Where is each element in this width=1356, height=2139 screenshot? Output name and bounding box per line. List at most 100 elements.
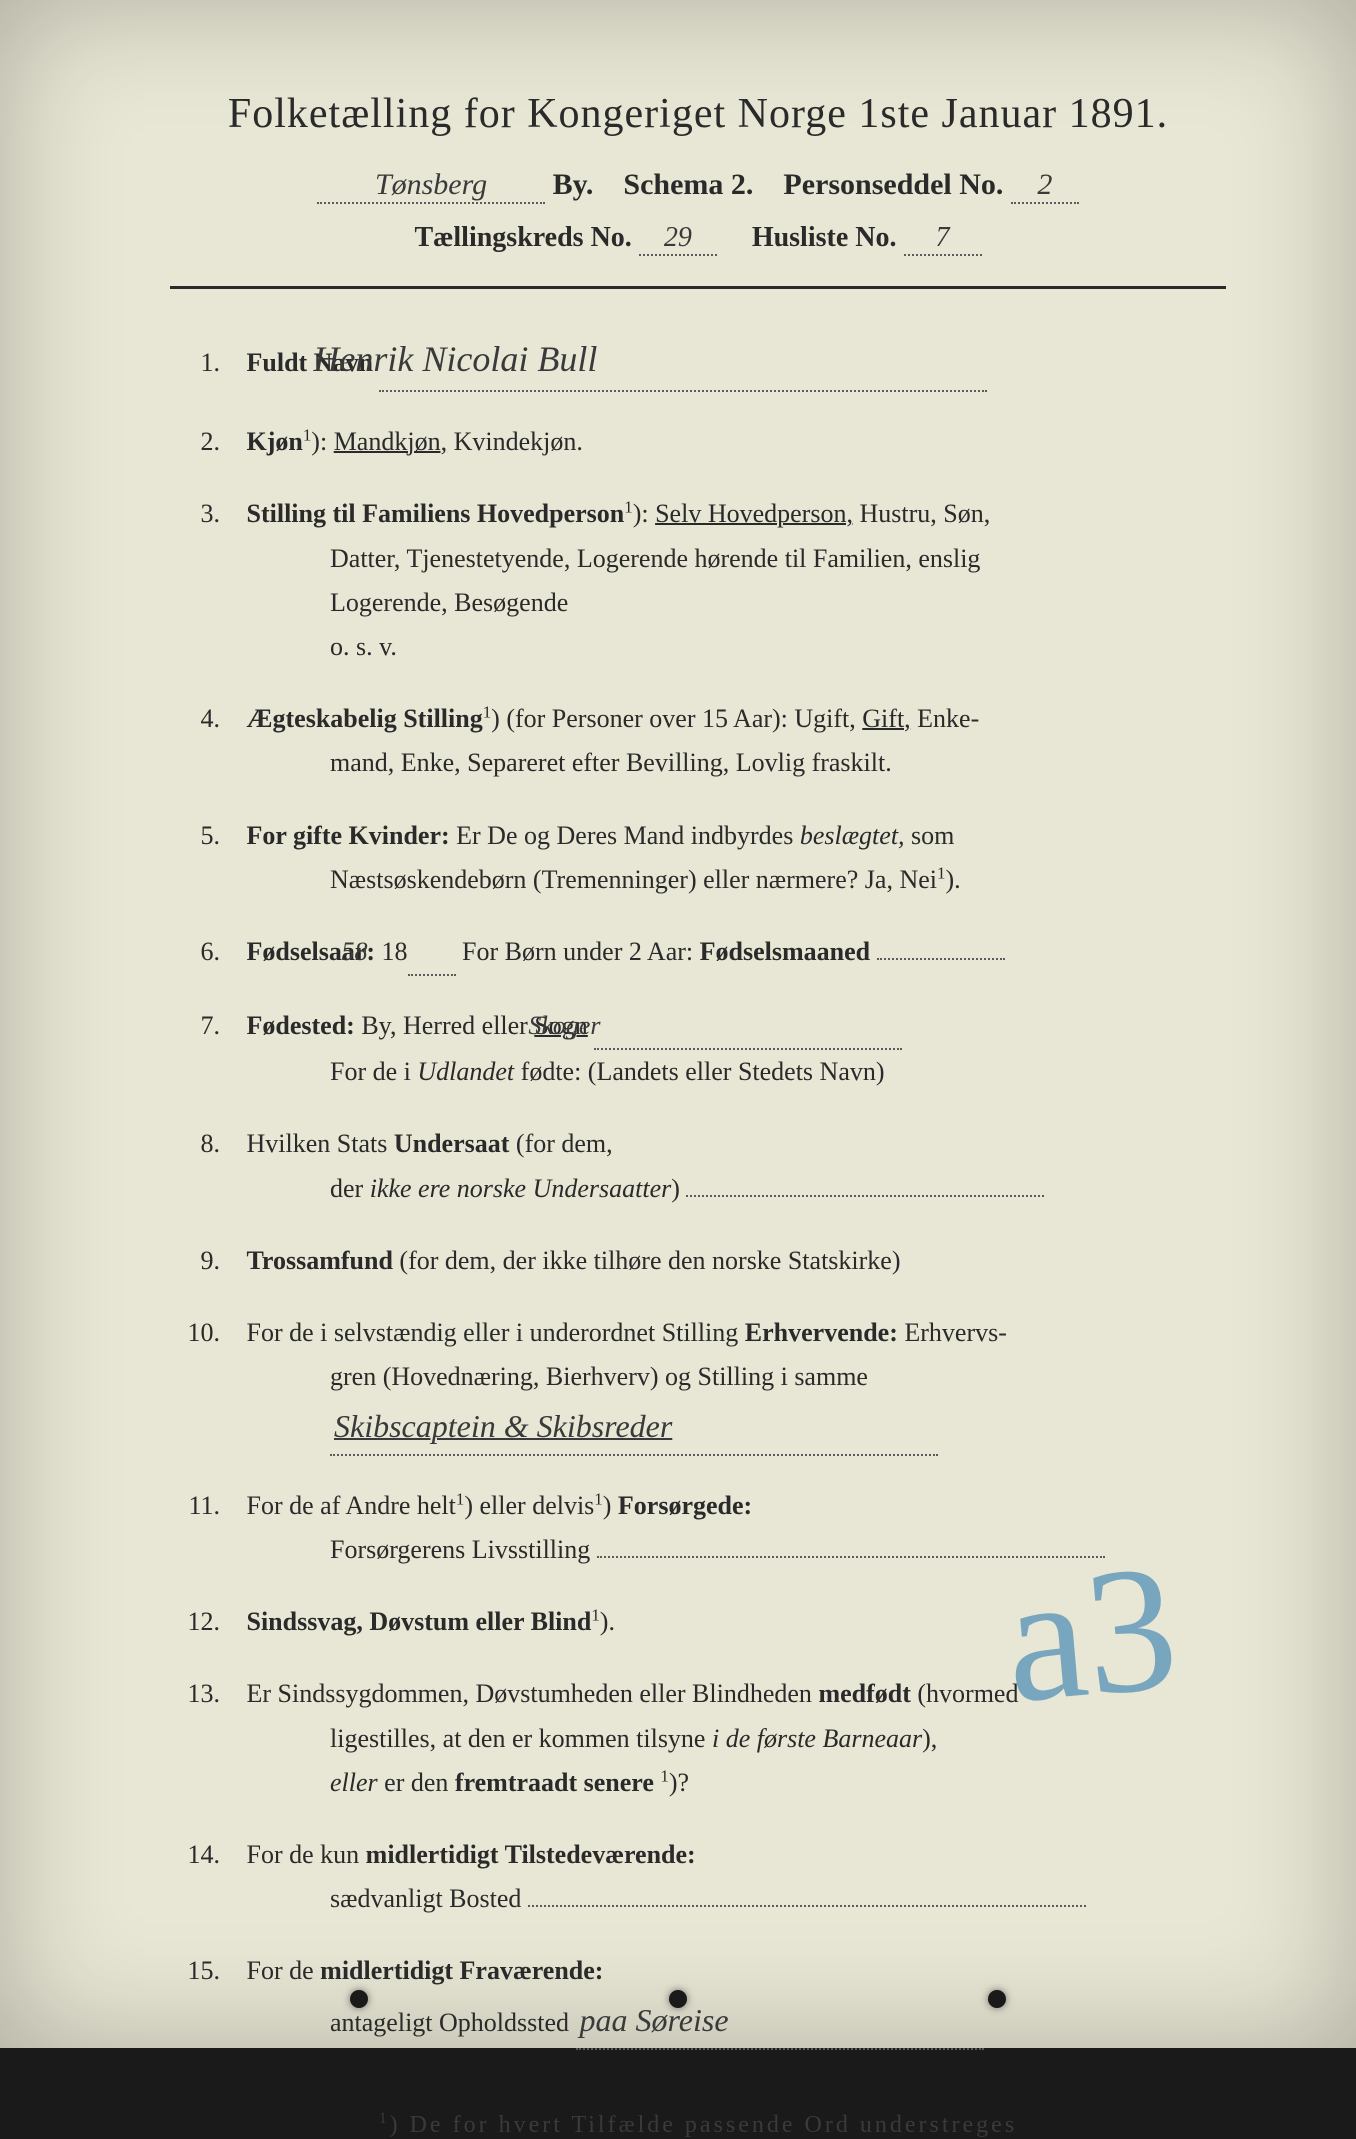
text-7-udl: Udlandet xyxy=(417,1057,514,1086)
text-13d: ), xyxy=(922,1724,937,1753)
header-row-1: Tønsberg By. Schema 2. Personseddel No. … xyxy=(150,168,1246,204)
census-form-page: Folketælling for Kongeriget Norge 1ste J… xyxy=(0,0,1356,2048)
value-1-name: Henrik Nicolai Bull xyxy=(379,329,987,392)
text-8d: ) xyxy=(671,1174,680,1203)
label-7: Fødested: xyxy=(247,1011,355,1040)
text-5c: ). xyxy=(945,865,960,894)
label-15: midlertidigt Fraværende: xyxy=(320,1956,603,1985)
text-10b: Erhvervs- xyxy=(898,1318,1007,1347)
num-14: 14. xyxy=(170,1833,220,1877)
footnote-sup: 1 xyxy=(379,2110,390,2127)
text-7b: For de i xyxy=(330,1057,417,1086)
line-3d: o. s. v. xyxy=(240,625,1246,669)
num-13: 13. xyxy=(170,1672,220,1716)
personseddel-no: 2 xyxy=(1011,168,1079,204)
field-1-name: 1. Fuldt Navn Henrik Nicolai Bull xyxy=(150,329,1246,392)
text-13-ital: i de første Barneaar xyxy=(712,1724,922,1753)
num-6: 6. xyxy=(170,930,220,974)
text-8-ikke: ikke ere norske Undersaatter xyxy=(370,1174,672,1203)
sup-4: 1 xyxy=(483,702,491,721)
sup-2: 1 xyxy=(303,426,311,445)
binding-holes xyxy=(0,1990,1356,2008)
opt-gift: Gift, xyxy=(862,704,910,733)
value-8 xyxy=(686,1195,1044,1197)
num-3: 3. xyxy=(170,492,220,536)
line-15b: antageligt Opholdssted xyxy=(330,2008,569,2037)
text-13a: Er Sindssygdommen, Døvstumheden eller Bl… xyxy=(247,1679,819,1708)
sup-11b: 1 xyxy=(594,1489,602,1508)
label-6b: Fødselsmaaned xyxy=(700,937,870,966)
line-5b: Næstsøskendebørn (Tremenninger) eller næ… xyxy=(330,865,937,894)
text-13g: )? xyxy=(669,1768,689,1797)
husliste-label: Husliste No. xyxy=(752,222,897,253)
text-12: ). xyxy=(600,1607,615,1636)
num-8: 8. xyxy=(170,1122,220,1166)
text-11c: ) xyxy=(603,1491,618,1520)
label-11: Forsørgede: xyxy=(618,1491,752,1520)
value-occupation: Skibscaptein & Skibsreder xyxy=(330,1399,938,1455)
value-birthplace: Skoger xyxy=(594,1004,902,1050)
husliste-no: 7 xyxy=(904,222,982,256)
opt-mandkjon: Mandkjøn, xyxy=(334,427,447,456)
hole-icon xyxy=(669,1990,687,2008)
num-4: 4. xyxy=(170,697,220,741)
footnote-text: ) De for hvert Tilfælde passende Ord und… xyxy=(390,2112,1018,2138)
num-10: 10. xyxy=(170,1311,220,1355)
field-12-disability: 12. Sindssvag, Døvstum eller Blind1). xyxy=(150,1600,1246,1644)
text-5a: Er De og Deres Mand indbyrdes xyxy=(450,821,800,850)
label-10: Erhvervende: xyxy=(745,1318,898,1347)
sup-13: 1 xyxy=(660,1766,668,1785)
text-5-besl: beslægtet, xyxy=(800,821,905,850)
field-13-congenital: 13. Er Sindssygdommen, Døvstumheden elle… xyxy=(150,1672,1246,1805)
footnote: 1) De for hvert Tilfælde passende Ord un… xyxy=(150,2110,1246,2139)
text-7a: By, Herred eller xyxy=(355,1011,535,1040)
kreds-label: Tællingskreds No. xyxy=(414,222,631,253)
label-2: Kjøn xyxy=(247,427,303,456)
sup-3: 1 xyxy=(624,498,632,517)
line-3c: Logerende, Besøgende xyxy=(240,581,1246,625)
text-13b: (hvormed xyxy=(911,1679,1019,1708)
label-13a: medfødt xyxy=(818,1679,910,1708)
opt-selv-hoved: Selv Hovedperson, xyxy=(655,499,853,528)
text-4b: Enke- xyxy=(911,704,980,733)
field-3-relation: 3. Stilling til Familiens Hovedperson1):… xyxy=(150,492,1246,669)
line-4b: mand, Enke, Separeret efter Bevilling, L… xyxy=(240,741,1246,785)
text-13e: eller xyxy=(330,1768,378,1797)
field-4-marital: 4. Ægteskabelig Stilling1) (for Personer… xyxy=(150,697,1246,785)
text-9: (for dem, der ikke tilhøre den norske St… xyxy=(393,1246,901,1275)
text-14a: For de kun xyxy=(247,1840,366,1869)
num-9: 9. xyxy=(170,1239,220,1283)
line-10b: gren (Hovednæring, Bierhverv) og Stillin… xyxy=(240,1355,1246,1399)
field-6-birthyear: 6. Fødselsaar: 1858 For Børn under 2 Aar… xyxy=(150,930,1246,976)
field-14-temp-present: 14. For de kun midlertidigt Tilstedevære… xyxy=(150,1833,1246,1921)
label-5: For gifte Kvinder: xyxy=(247,821,450,850)
city-suffix: By. xyxy=(553,168,594,201)
num-15: 15. xyxy=(170,1949,220,1993)
kreds-no: 29 xyxy=(639,222,717,256)
num-2: 2. xyxy=(170,420,220,464)
text-6b: For Børn under 2 Aar: xyxy=(456,937,700,966)
field-8-nationality: 8. Hvilken Stats Undersaat (for dem, der… xyxy=(150,1122,1246,1210)
value-14 xyxy=(528,1905,1086,1907)
city-handwritten: Tønsberg xyxy=(317,168,545,204)
text-7c: fødte: (Landets eller Stedets Navn) xyxy=(514,1057,884,1086)
text-8a: Hvilken Stats xyxy=(247,1129,394,1158)
num-1: 1. xyxy=(170,341,220,385)
header-row-2: Tællingskreds No. 29 Husliste No. 7 xyxy=(150,222,1246,256)
label-3: Stilling til Familiens Hovedperson xyxy=(247,499,625,528)
field-11-dependent: 11. For de af Andre helt1) eller delvis1… xyxy=(150,1484,1246,1572)
schema-label: Schema 2. xyxy=(623,168,753,201)
text-11b: ) eller delvis xyxy=(464,1491,594,1520)
text-5b: som xyxy=(905,821,955,850)
text-13f: er den xyxy=(378,1768,455,1797)
field-2-sex: 2. Kjøn1): Mandkjøn, Kvindekjøn. xyxy=(150,420,1246,464)
field-9-religion: 9. Trossamfund (for dem, der ikke tilhør… xyxy=(150,1239,1246,1283)
personseddel-label: Personseddel No. xyxy=(783,168,1003,201)
label-14: midlertidigt Tilstedeværende: xyxy=(366,1840,696,1869)
line-11b: Forsørgerens Livsstilling xyxy=(330,1535,597,1564)
form-title: Folketælling for Kongeriget Norge 1ste J… xyxy=(150,90,1246,138)
divider-line xyxy=(170,286,1226,289)
field-10-occupation: 10. For de i selvstændig eller i underor… xyxy=(150,1311,1246,1456)
sup-12: 1 xyxy=(591,1605,599,1624)
num-11: 11. xyxy=(170,1484,220,1528)
